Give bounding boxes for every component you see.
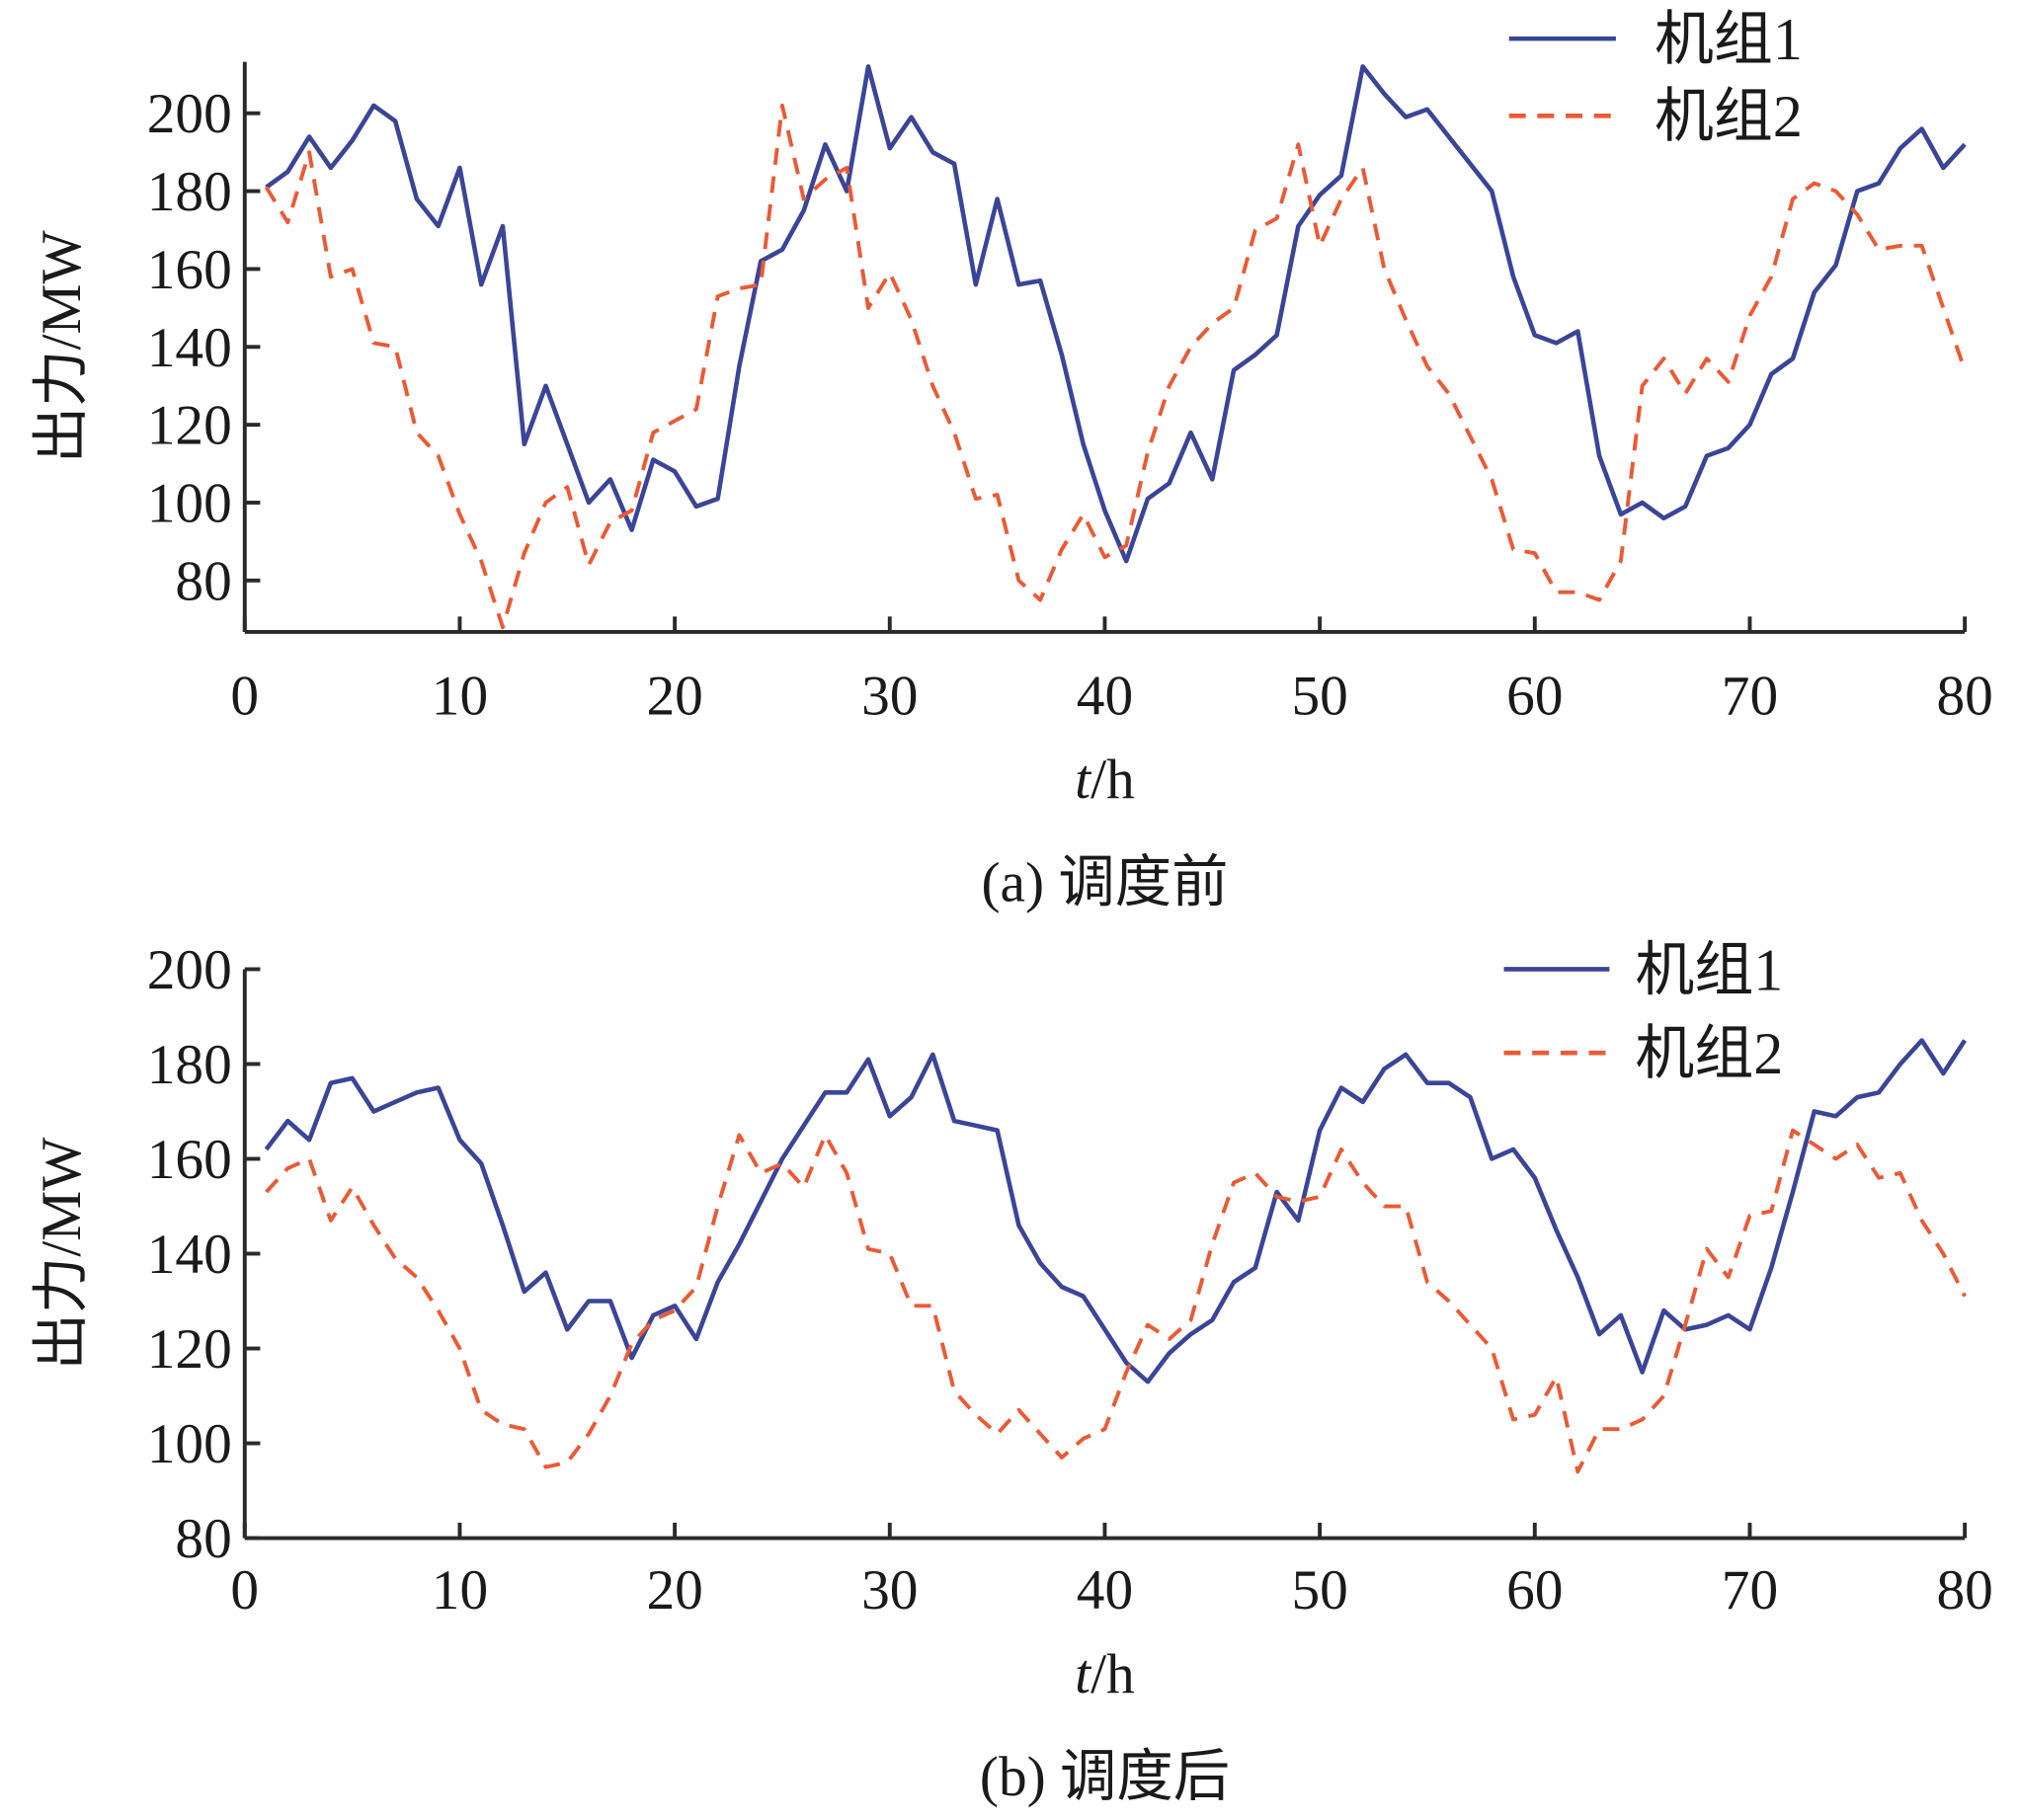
y-tick-label: 180 (147, 161, 232, 223)
x-tick-label: 30 (861, 665, 918, 727)
y-tick-label: 140 (147, 1224, 232, 1286)
y-tick-label: 100 (147, 1413, 232, 1475)
x-axis-label: t/h (1075, 749, 1135, 811)
legend-label-unit1: 机组1 (1635, 937, 1783, 1002)
y-tick-label: 140 (147, 317, 232, 379)
x-axis-label: t/h (1075, 1643, 1135, 1705)
x-tick-label: 70 (1722, 1559, 1778, 1622)
x-tick-label: 20 (646, 1559, 702, 1622)
y-tick-label: 200 (147, 83, 232, 145)
legend-label-unit2: 机组2 (1655, 84, 1803, 149)
x-tick-label: 30 (861, 1559, 918, 1622)
y-axis-label: 出力/MW (31, 230, 93, 463)
series-line-unit1 (265, 64, 1967, 564)
y-tick-label: 200 (147, 939, 232, 1001)
chart-panel-b: 0 10 20 30 40 50 60 70 80 80 100 120 140 160 180 200 出力/… (31, 937, 1993, 1808)
x-tick-label: 60 (1506, 1559, 1563, 1622)
x-tick-label: 50 (1291, 1559, 1347, 1622)
y-axis-label: 出力/MW (31, 1138, 93, 1371)
series-line-unit1 (264, 1038, 1968, 1385)
y-tick-label: 120 (147, 395, 232, 457)
x-tick-label: 40 (1077, 1559, 1133, 1622)
x-tick-label: 0 (230, 665, 259, 727)
x-tick-label: 40 (1077, 665, 1133, 727)
panel-caption: (b) 调度后 (980, 1746, 1230, 1808)
x-tick-label: 80 (1936, 1559, 1992, 1622)
x-tick-label: 60 (1506, 665, 1563, 727)
y-tick-label: 100 (147, 473, 232, 535)
legend-label-unit1: 机组1 (1655, 7, 1803, 72)
chart-panel-a: 0 10 20 30 40 50 60 70 80 80 100 120 140 160 180 200 出力/… (31, 7, 1993, 913)
x-tick-label: 10 (432, 1559, 488, 1622)
series-line-unit2 (264, 103, 1967, 630)
x-tick-label: 20 (646, 665, 702, 727)
y-tick-label: 80 (175, 550, 231, 612)
x-tick-label: 50 (1291, 665, 1347, 727)
y-tick-label: 180 (147, 1034, 232, 1096)
y-tick-label: 80 (175, 1508, 231, 1570)
panel-caption: (a) 调度前 (981, 851, 1228, 913)
y-tick-label: 160 (147, 239, 232, 301)
x-tick-label: 0 (230, 1559, 259, 1622)
y-tick-label: 120 (147, 1318, 232, 1381)
legend-label-unit2: 机组2 (1635, 1021, 1783, 1086)
x-tick-label: 10 (432, 665, 488, 727)
x-tick-label: 80 (1936, 665, 1992, 727)
x-axis-label-var: t (1075, 1643, 1092, 1705)
x-axis-label-var: t (1075, 749, 1092, 811)
y-tick-label: 160 (147, 1129, 232, 1191)
x-axis-label-unit: /h (1090, 749, 1135, 811)
x-tick-label: 70 (1722, 665, 1778, 727)
series-line-unit2 (265, 1128, 1967, 1474)
x-axis-label-unit: /h (1090, 1643, 1135, 1705)
